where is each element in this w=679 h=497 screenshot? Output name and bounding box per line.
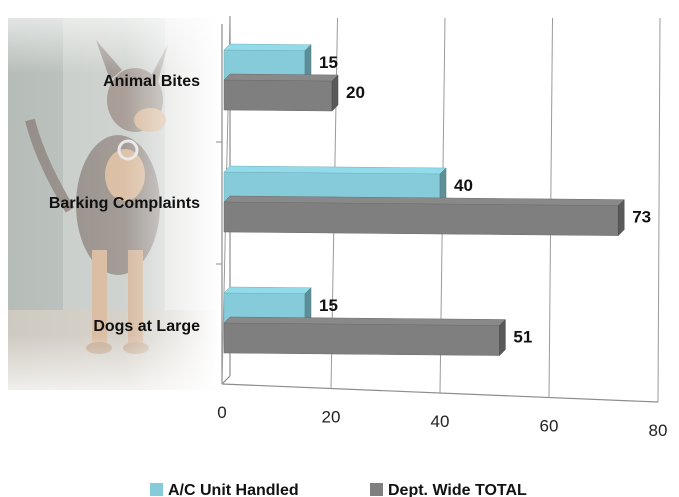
bars: [223, 43, 625, 357]
x-tick-label: 40: [431, 412, 450, 431]
gridline: [657, 17, 661, 403]
bar-side-face: [499, 318, 506, 357]
bar-top-face: [223, 43, 312, 52]
category-label: Animal Bites: [103, 73, 200, 90]
category-labels: Animal Bites Barking Complaints Dogs at La…: [49, 73, 200, 335]
bar-dept-total: [223, 79, 333, 112]
legend-label: A/C Unit Handled: [168, 482, 299, 497]
bar-top-face: [223, 73, 339, 82]
x-tick-label: 20: [322, 408, 341, 427]
data-label: 20: [346, 83, 365, 102]
x-axis-tick-labels: 0 20 40 60 80: [217, 403, 667, 440]
data-label: 40: [454, 176, 473, 195]
photo-vfade-overlay: [8, 18, 220, 390]
category-label: Barking Complaints: [49, 195, 200, 212]
data-label: 51: [513, 328, 532, 347]
x-tick-label: 80: [649, 421, 668, 440]
category-label: Dogs at Large: [93, 318, 200, 335]
data-label: 15: [319, 296, 338, 315]
data-label: 15: [319, 53, 338, 72]
legend-swatch: [370, 483, 383, 496]
bar-top-face: [223, 286, 312, 295]
legend: A/C Unit Handled Dept. Wide TOTAL: [150, 482, 527, 497]
legend-swatch: [150, 483, 163, 496]
floor-depth-edge: [221, 375, 231, 385]
legend-label: Dept. Wide TOTAL: [388, 482, 527, 497]
data-label: 73: [632, 208, 651, 227]
bar-dept-total: [223, 201, 619, 236]
bar-dept-total: [223, 322, 500, 356]
data-labels: 15 20 40 73 15 51: [319, 53, 651, 347]
x-tick-label: 60: [540, 417, 559, 436]
bar-side-face: [331, 74, 339, 112]
x-tick-label: 0: [217, 403, 226, 422]
bar-side-face: [617, 199, 625, 237]
